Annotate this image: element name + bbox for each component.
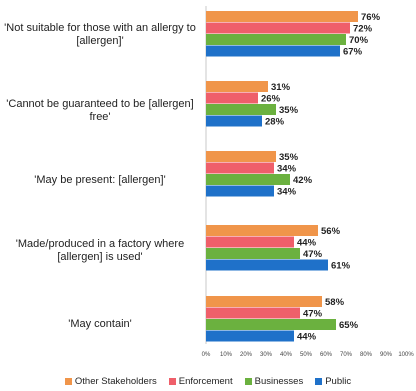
x-tick-label: 30% [260, 352, 273, 358]
legend-swatch [64, 377, 72, 385]
bar [206, 330, 294, 342]
data-label: 56% [321, 226, 341, 237]
data-label: 42% [293, 175, 313, 186]
bar [206, 259, 328, 271]
data-label: 28% [265, 117, 285, 128]
data-label: 76% [361, 12, 381, 23]
bar [206, 162, 274, 174]
legend-label: Enforcement [178, 375, 233, 387]
legend-swatch [315, 377, 323, 385]
bar [206, 34, 346, 45]
bar [206, 151, 276, 162]
data-label: 47% [303, 249, 323, 260]
x-tick-label: 70% [340, 352, 353, 358]
data-label: 26% [261, 94, 281, 105]
x-tick-label: 80% [360, 352, 373, 358]
legend-label: Other Stakeholders [74, 375, 157, 387]
x-tick-label: 60% [320, 352, 333, 358]
legend: Other Stakeholders Enforcement Businesse… [0, 374, 416, 388]
legend-item-public: Public [315, 376, 351, 387]
x-tick-label: 0% [202, 352, 211, 358]
bar [206, 115, 262, 127]
data-label: 61% [331, 261, 351, 272]
category-label: 'Cannot be guaranteed to be [allergen] f… [6, 98, 194, 123]
data-label: 44% [297, 238, 317, 249]
bar [206, 236, 294, 248]
x-tick-label: 20% [240, 352, 253, 358]
legend-swatch [168, 377, 176, 385]
x-tick-label: 40% [280, 352, 293, 358]
data-label: 67% [343, 47, 363, 58]
data-label: 47% [303, 309, 323, 320]
data-label: 35% [279, 105, 299, 116]
bar [206, 92, 258, 104]
data-label: 34% [277, 164, 297, 175]
x-tick-label: 90% [380, 352, 393, 358]
bar [206, 319, 336, 330]
category-label: 'May contain' [68, 318, 132, 330]
bar [206, 296, 322, 307]
legend-label: Public [325, 375, 352, 387]
category-label: 'May be present: [allergen]' [34, 174, 166, 186]
legend-label: Businesses [254, 375, 304, 387]
bar [206, 307, 300, 319]
bar [206, 225, 318, 236]
bar [206, 185, 274, 197]
bar [206, 11, 358, 22]
category-label: 'Not suitable for those with an allergy … [4, 22, 196, 47]
bar [206, 248, 300, 259]
data-label: 65% [339, 320, 359, 331]
data-label: 58% [325, 297, 345, 308]
x-tick-label: 10% [220, 352, 233, 358]
x-tick-label: 100% [398, 352, 414, 358]
bar [206, 81, 268, 92]
bar [206, 45, 340, 57]
data-label: 35% [279, 152, 299, 163]
category-label: 'Made/produced in a factory where [aller… [15, 238, 185, 263]
data-label: 70% [349, 35, 369, 46]
x-tick-label: 50% [300, 352, 313, 358]
legend-swatch [244, 377, 252, 385]
bar [206, 174, 290, 185]
data-label: 72% [353, 24, 373, 35]
bar [206, 104, 276, 115]
data-label: 34% [277, 187, 297, 198]
bar [206, 22, 350, 34]
legend-item-enforcement: Enforcement [168, 375, 233, 387]
data-label: 31% [271, 82, 291, 93]
data-label: 44% [297, 332, 317, 343]
legend-item-businesses: Businesses [244, 375, 304, 387]
legend-item-other-stakeholders: Other Stakeholders [64, 375, 157, 387]
